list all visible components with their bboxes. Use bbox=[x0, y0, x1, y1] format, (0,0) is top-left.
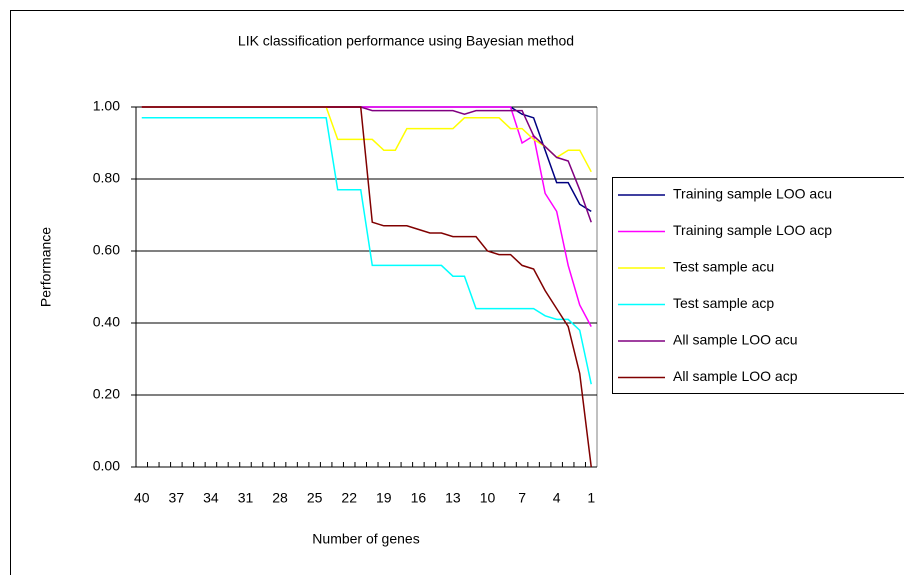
x-tick-label: 40 bbox=[134, 490, 150, 506]
y-tick-label: 0.80 bbox=[93, 170, 120, 186]
series-line bbox=[141, 106, 592, 468]
x-tick-label: 22 bbox=[341, 490, 357, 506]
legend-label: All sample LOO acu bbox=[673, 332, 798, 348]
y-tick-label: 0.60 bbox=[93, 242, 120, 258]
y-tick-label: 0.00 bbox=[93, 458, 120, 474]
legend-label: All sample LOO acp bbox=[673, 368, 798, 384]
x-tick-label: 7 bbox=[518, 490, 526, 506]
legend-box bbox=[612, 177, 904, 394]
y-tick-label: 1.00 bbox=[93, 98, 120, 114]
x-tick-label: 1 bbox=[587, 490, 595, 506]
legend-label: Training sample LOO acp bbox=[673, 222, 832, 238]
x-tick-label: 19 bbox=[376, 490, 392, 506]
x-tick-label: 16 bbox=[411, 490, 427, 506]
y-tick-label: 0.20 bbox=[93, 386, 120, 402]
x-tick-label: 4 bbox=[553, 490, 561, 506]
legend-label: Test sample acp bbox=[673, 295, 774, 311]
chart-title: LIK classification performance using Bay… bbox=[238, 33, 574, 49]
x-tick-label: 25 bbox=[307, 490, 323, 506]
y-tick-label: 0.40 bbox=[93, 314, 120, 330]
x-tick-label: 37 bbox=[169, 490, 185, 506]
x-tick-label: 10 bbox=[480, 490, 496, 506]
legend-label: Training sample LOO acu bbox=[673, 186, 832, 202]
x-tick-label: 34 bbox=[203, 490, 219, 506]
legend-label: Test sample acu bbox=[673, 259, 774, 275]
x-tick-label: 13 bbox=[445, 490, 461, 506]
x-axis-label: Number of genes bbox=[312, 531, 419, 547]
x-tick-label: 31 bbox=[238, 490, 254, 506]
series-line bbox=[141, 117, 592, 385]
x-tick-label: 28 bbox=[272, 490, 288, 506]
y-axis-label: Performance bbox=[38, 227, 54, 307]
